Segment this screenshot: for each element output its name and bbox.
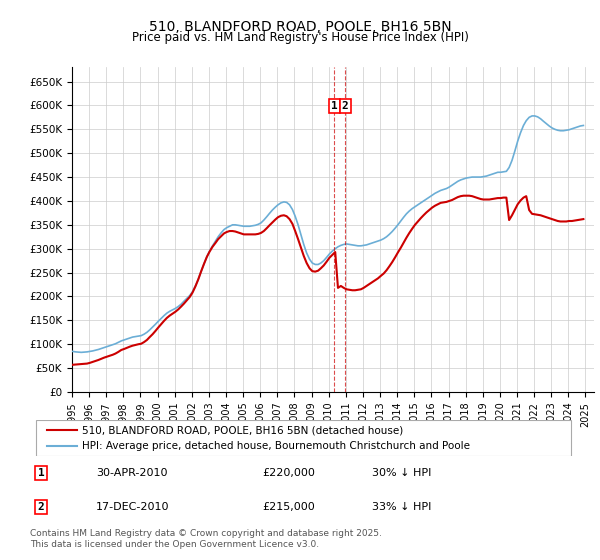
Text: 33% ↓ HPI: 33% ↓ HPI <box>372 502 431 512</box>
Text: Contains HM Land Registry data © Crown copyright and database right 2025.
This d: Contains HM Land Registry data © Crown c… <box>30 529 382 549</box>
Text: 2: 2 <box>38 502 44 512</box>
Text: 1: 1 <box>38 468 44 478</box>
Text: 2: 2 <box>342 101 349 111</box>
Text: HPI: Average price, detached house, Bournemouth Christchurch and Poole: HPI: Average price, detached house, Bour… <box>82 441 470 451</box>
Text: 510, BLANDFORD ROAD, POOLE, BH16 5BN (detached house): 510, BLANDFORD ROAD, POOLE, BH16 5BN (de… <box>82 425 404 435</box>
Text: 1: 1 <box>331 101 338 111</box>
Text: £215,000: £215,000 <box>262 502 314 512</box>
FancyBboxPatch shape <box>35 421 571 456</box>
Text: 17-DEC-2010: 17-DEC-2010 <box>96 502 170 512</box>
Text: 30% ↓ HPI: 30% ↓ HPI <box>372 468 431 478</box>
Text: Price paid vs. HM Land Registry's House Price Index (HPI): Price paid vs. HM Land Registry's House … <box>131 31 469 44</box>
Text: 510, BLANDFORD ROAD, POOLE, BH16 5BN: 510, BLANDFORD ROAD, POOLE, BH16 5BN <box>149 20 451 34</box>
Text: 30-APR-2010: 30-APR-2010 <box>96 468 168 478</box>
Text: £220,000: £220,000 <box>262 468 315 478</box>
